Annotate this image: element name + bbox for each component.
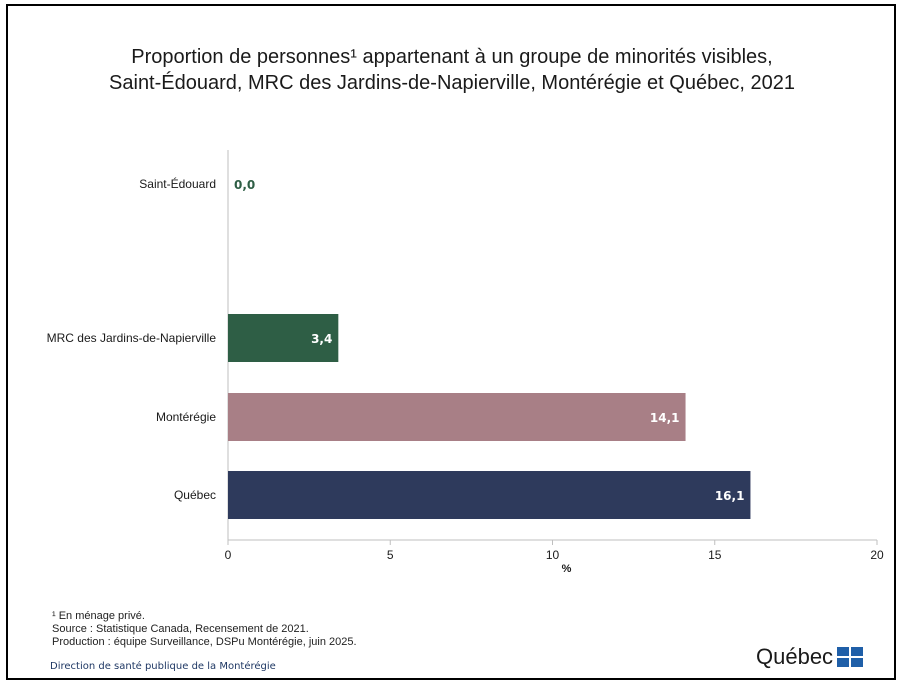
fleur-de-lis-flag-icon xyxy=(837,647,864,667)
quebec-logo-word: Québec xyxy=(756,644,834,669)
x-tick-label: 15 xyxy=(708,548,722,562)
bar xyxy=(228,393,686,441)
x-axis-label: % xyxy=(562,563,572,575)
chart-title: Proportion de personnes¹ appartenant à u… xyxy=(0,44,904,96)
x-tick-label: 0 xyxy=(225,548,232,562)
data-label: 14,1 xyxy=(650,411,680,425)
category-label: Saint-Édouard xyxy=(139,176,216,191)
data-label: 3,4 xyxy=(311,332,332,346)
chart-title-line-2: Saint-Édouard, MRC des Jardins-de-Napier… xyxy=(109,72,795,94)
bar xyxy=(228,314,339,362)
x-tick-label: 5 xyxy=(387,548,394,562)
quebec-logo: Québec xyxy=(756,642,864,672)
footnote-note: ¹ En ménage privé. xyxy=(52,610,145,622)
data-label: 16,1 xyxy=(715,489,745,503)
x-tick-label: 20 xyxy=(870,548,884,562)
category-label: Montérégie xyxy=(156,410,216,424)
data-label: 0,0 xyxy=(234,178,255,192)
footnote-source: Source : Statistique Canada, Recensement… xyxy=(52,623,309,635)
footnotes: ¹ En ménage privé. Source : Statistique … xyxy=(52,610,357,649)
category-label: Québec xyxy=(174,488,216,502)
chart-frame xyxy=(6,4,896,680)
chart-title-line-1: Proportion de personnes¹ appartenant à u… xyxy=(131,46,773,68)
organization-name: Direction de santé publique de la Montér… xyxy=(50,661,276,672)
category-label: MRC des Jardins-de-Napierville xyxy=(47,331,217,345)
footnote-production: Production : équipe Surveillance, DSPu M… xyxy=(52,636,357,648)
bar xyxy=(228,471,751,519)
x-tick-label: 10 xyxy=(546,548,560,562)
